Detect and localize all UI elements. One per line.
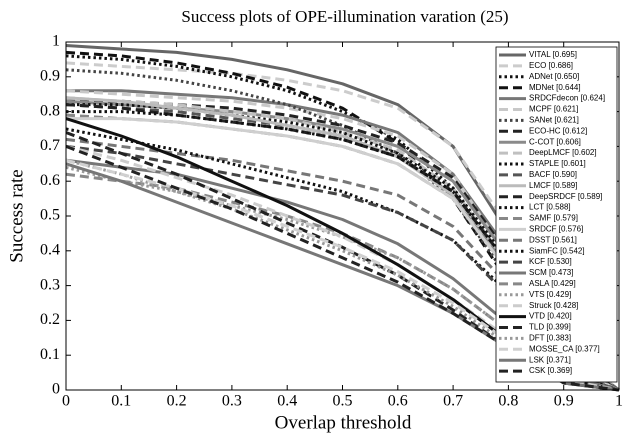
y-tick-label: 0 (52, 381, 60, 398)
legend-label: SRDCFdecon [0.624] (529, 94, 605, 103)
legend-label: MOSSE_CA [0.377] (529, 344, 600, 353)
x-tick-label: 0.8 (498, 393, 518, 410)
legend-label: STAPLE [0.601] (529, 159, 586, 168)
legend-label: KCF [0.530] (529, 257, 572, 266)
series-line (65, 61, 620, 392)
legend-label: CSK [0.369] (529, 366, 572, 375)
y-tick-label: 0.4 (40, 241, 60, 258)
series-line (65, 158, 620, 392)
legend-label: SRDCF [0.576] (529, 225, 583, 234)
legend-label: SANet [0.621] (529, 116, 579, 125)
legend-label: VTS [0.429] (529, 290, 571, 299)
legend-label: MCPF [0.621] (529, 105, 578, 114)
legend-label: ECO [0.686] (529, 61, 573, 70)
legend-label: C-COT [0.606] (529, 137, 581, 146)
legend-label: DeepLMCF [0.602] (529, 148, 597, 157)
legend-label: LCT [0.588] (529, 203, 571, 212)
legend-label: DeepSRDCF [0.589] (529, 192, 602, 201)
legend-label: SAMF [0.579] (529, 214, 578, 223)
legend-label: VITAL [0.695] (529, 50, 577, 59)
y-tick-label: 0.2 (40, 311, 60, 328)
legend-label: Struck [0.428] (529, 301, 578, 310)
y-tick-label: 0.3 (40, 276, 60, 293)
x-tick-label: 0.9 (554, 393, 574, 410)
chart-title: Success plots of OPE-illumination varati… (181, 7, 508, 26)
y-tick-label: 0.8 (40, 102, 60, 119)
y-tick-label: 0.7 (40, 137, 60, 154)
legend: VITAL [0.695] ECO [0.686] ADNet [0.650] MDN… (495, 46, 618, 383)
legend-label: DFT [0.383] (529, 334, 571, 343)
legend-label: SCM [0.473] (529, 268, 573, 277)
x-tick-label: 0.6 (388, 393, 408, 410)
series-line (65, 131, 620, 392)
legend-label: DSST [0.561] (529, 235, 577, 244)
legend-label: TLD [0.399] (529, 323, 571, 332)
x-tick-label: 0.5 (333, 393, 353, 410)
legend-label: SiamFC [0.542] (529, 246, 585, 255)
legend-label: BACF [0.590] (529, 170, 577, 179)
x-axis-label: Overlap threshold (275, 412, 412, 433)
x-tick-label: 0.4 (277, 393, 297, 410)
x-tick-label: 1 (615, 393, 623, 410)
x-tick-label: 0.3 (222, 393, 242, 410)
legend-label: LMCF [0.589] (529, 181, 577, 190)
y-axis-label: Success rate (6, 169, 27, 262)
x-tick-label: 0 (62, 393, 70, 410)
plot-frame (65, 41, 620, 391)
legend-label: MDNet [0.644] (529, 83, 581, 92)
legend-label: LSK [0.371] (529, 355, 571, 364)
y-tick-label: 0.9 (40, 67, 60, 84)
y-tick-label: 0.5 (40, 207, 60, 224)
legend-label: ADNet [0.650] (529, 72, 579, 81)
series-line (65, 89, 620, 392)
y-tick-label: 1 (52, 33, 60, 50)
legend-label: ECO-HC [0.612] (529, 126, 587, 135)
x-tick-label: 0.1 (111, 393, 131, 410)
legend-label: ASLA [0.429] (529, 279, 576, 288)
x-tick-label: 0.2 (167, 393, 187, 410)
legend-label: VTD [0.420] (529, 312, 572, 321)
series-line (65, 103, 620, 392)
x-tick-label: 0.7 (443, 393, 463, 410)
y-tick-label: 0.6 (40, 172, 60, 189)
y-tick-label: 0.1 (40, 346, 60, 363)
